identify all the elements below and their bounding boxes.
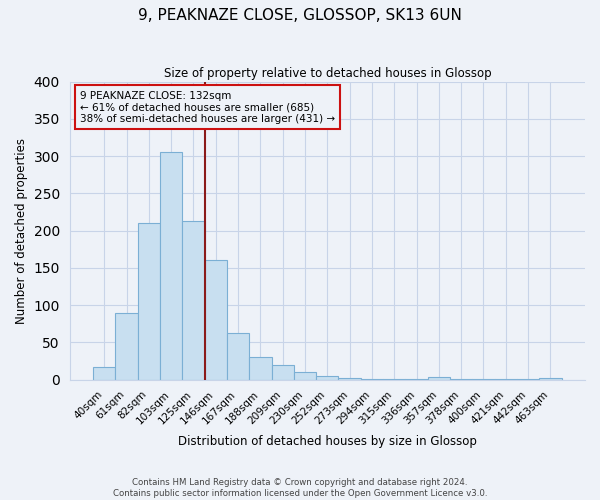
Bar <box>383 379 406 380</box>
Bar <box>406 379 428 380</box>
Bar <box>517 379 539 380</box>
Title: Size of property relative to detached houses in Glossop: Size of property relative to detached ho… <box>164 68 491 80</box>
Text: 9, PEAKNAZE CLOSE, GLOSSOP, SK13 6UN: 9, PEAKNAZE CLOSE, GLOSSOP, SK13 6UN <box>138 8 462 22</box>
X-axis label: Distribution of detached houses by size in Glossop: Distribution of detached houses by size … <box>178 434 477 448</box>
Bar <box>93 367 115 380</box>
Bar <box>137 223 160 380</box>
Bar <box>450 379 472 380</box>
Bar <box>472 379 494 380</box>
Text: 9 PEAKNAZE CLOSE: 132sqm
← 61% of detached houses are smaller (685)
38% of semi-: 9 PEAKNAZE CLOSE: 132sqm ← 61% of detach… <box>80 90 335 124</box>
Bar <box>160 152 182 380</box>
Bar <box>182 221 205 380</box>
Bar <box>494 379 517 380</box>
Bar <box>249 357 272 380</box>
Bar <box>272 364 294 380</box>
Bar <box>316 376 338 380</box>
Bar <box>539 378 562 380</box>
Bar <box>115 312 137 380</box>
Bar <box>205 260 227 380</box>
Y-axis label: Number of detached properties: Number of detached properties <box>15 138 28 324</box>
Bar <box>227 332 249 380</box>
Bar <box>428 378 450 380</box>
Bar <box>294 372 316 380</box>
Bar <box>338 378 361 380</box>
Bar <box>361 379 383 380</box>
Text: Contains HM Land Registry data © Crown copyright and database right 2024.
Contai: Contains HM Land Registry data © Crown c… <box>113 478 487 498</box>
